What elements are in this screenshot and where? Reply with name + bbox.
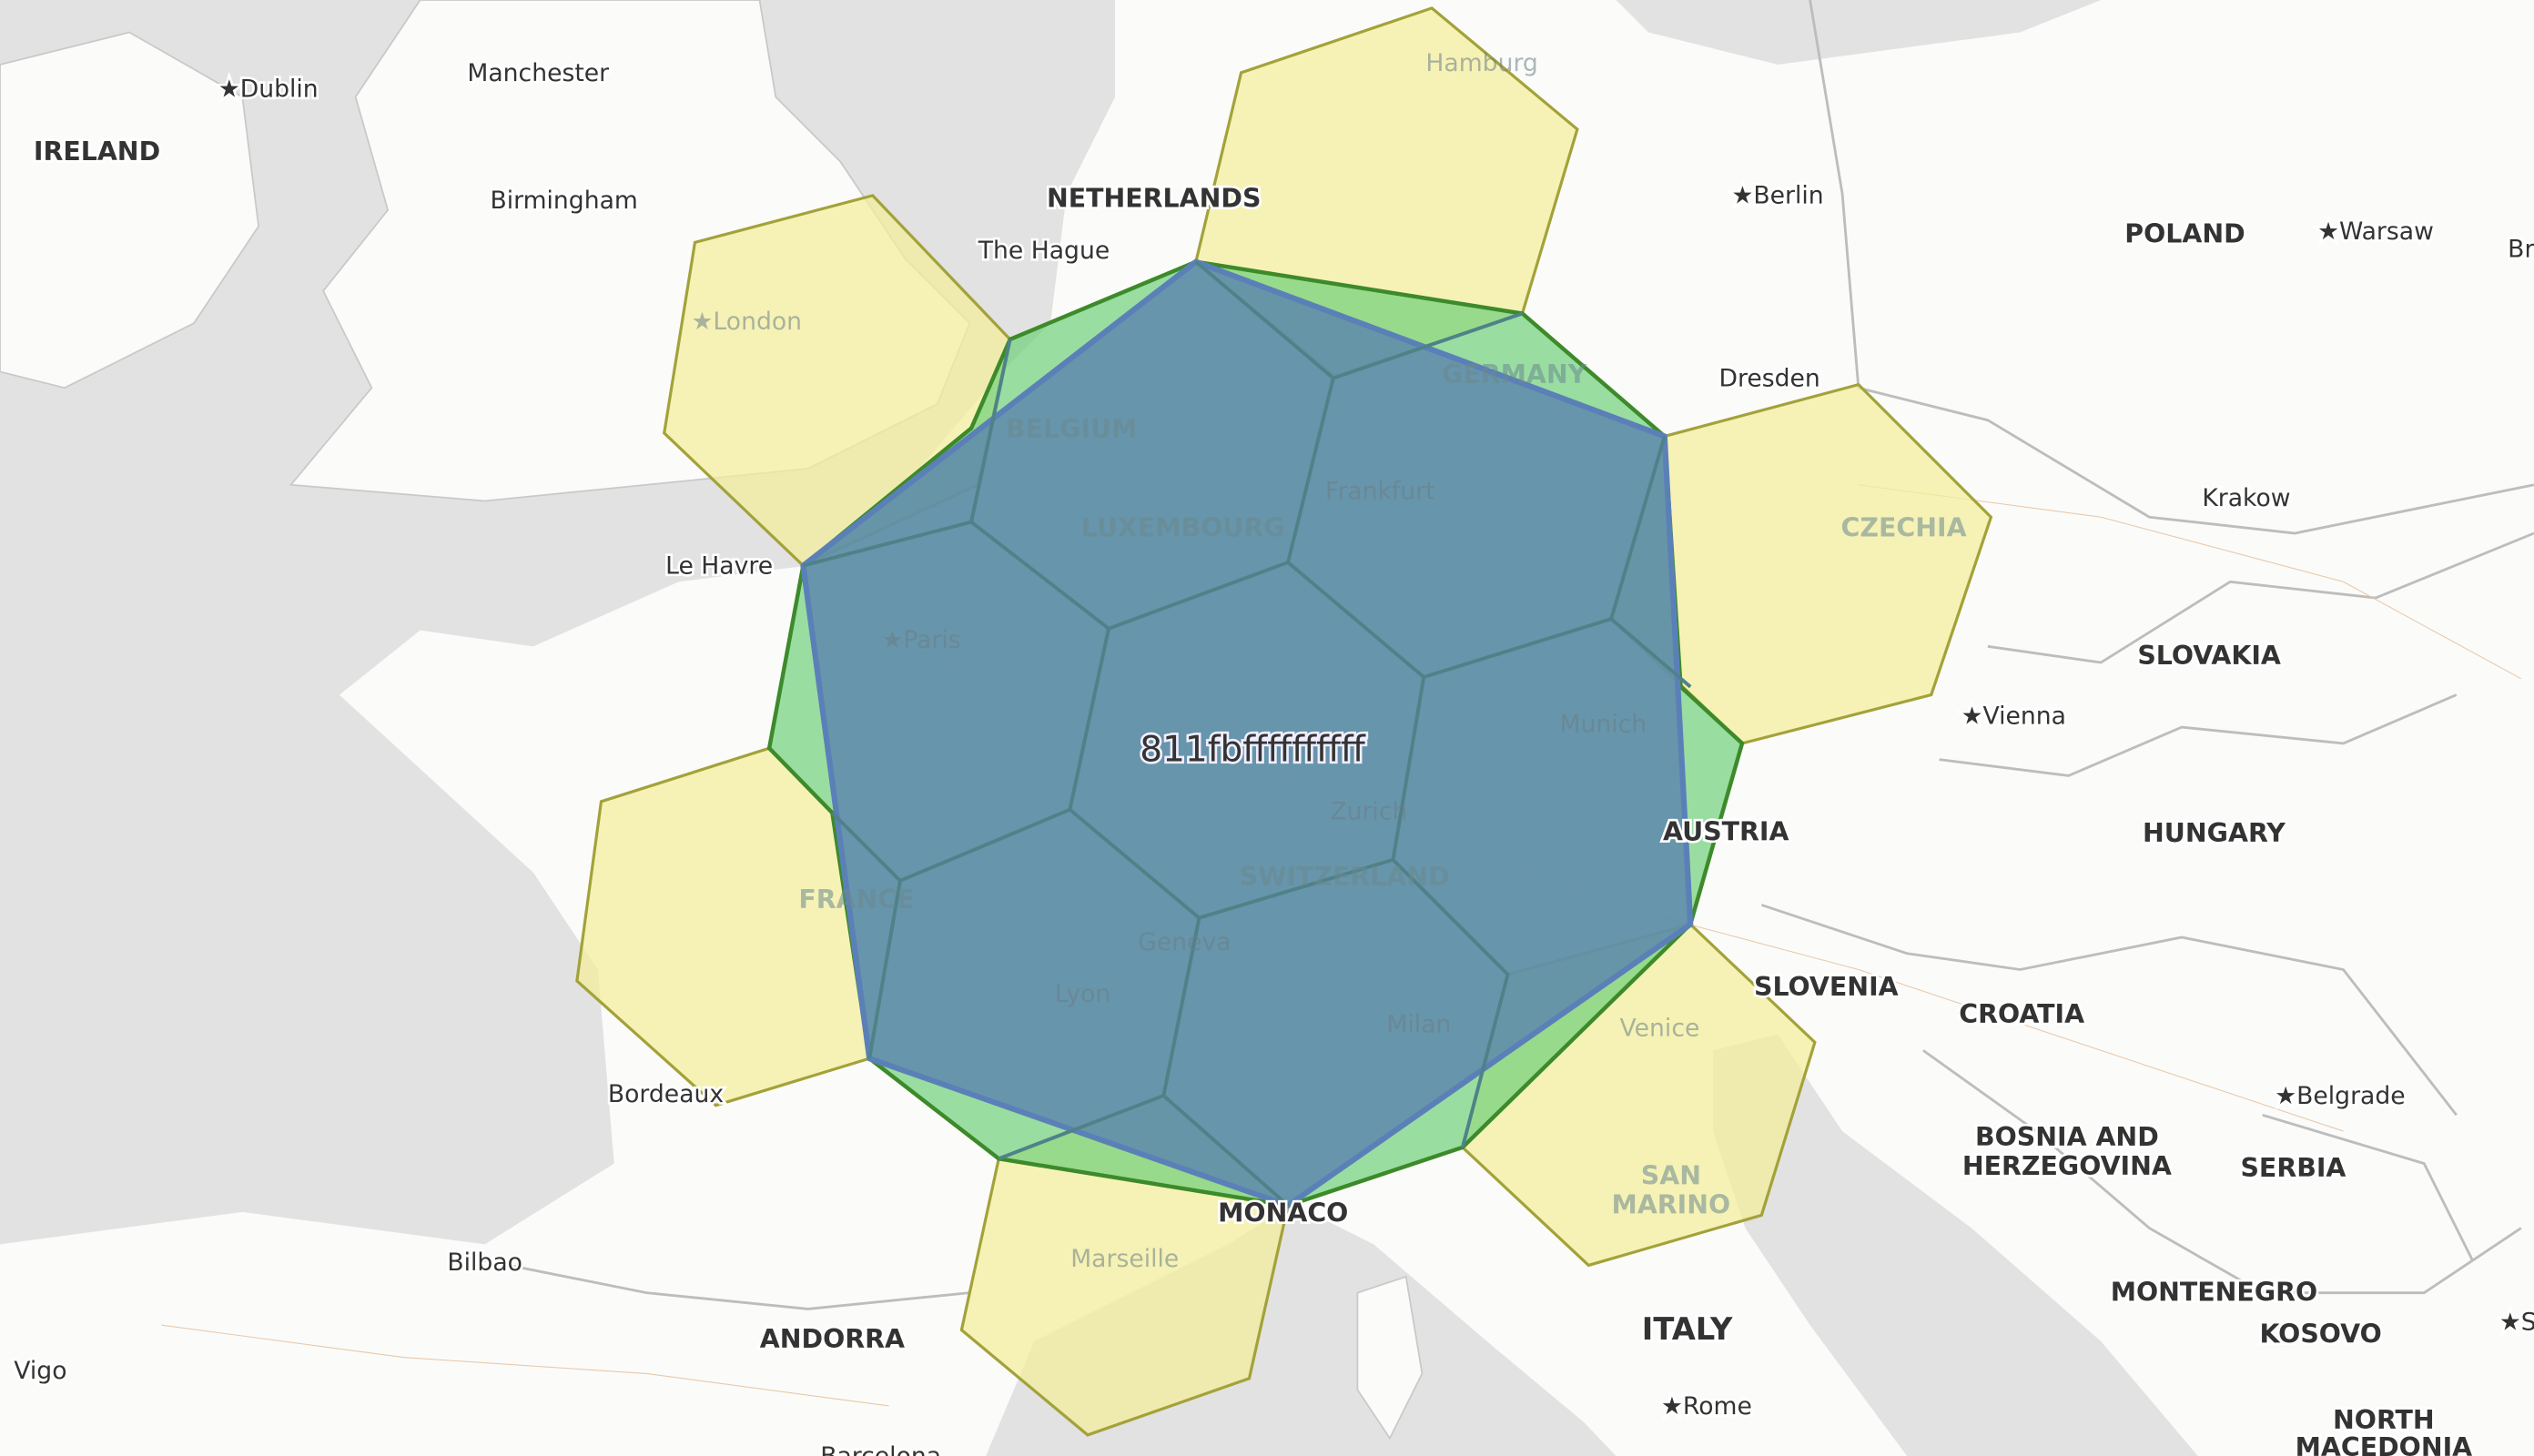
- label-czechia: CZECHIA: [1841, 513, 1967, 543]
- label-vigo: Vigo: [14, 1357, 66, 1385]
- label-serbia: SERBIA: [2240, 1153, 2346, 1183]
- label-croatia: CROATIA: [1959, 999, 2084, 1029]
- label-france: FRANCE: [798, 885, 914, 915]
- label-birmingham: Birmingham: [490, 187, 637, 215]
- adriatic-sea: [1713, 1034, 2198, 1456]
- cell-id-label: 811fbffffffffff: [1140, 729, 1366, 770]
- label-rome: ★Rome: [1661, 1392, 1752, 1421]
- label-hungary: HUNGARY: [2143, 818, 2286, 848]
- label-san-marino-1: SAN: [1641, 1161, 1701, 1191]
- label-london: ★London: [692, 308, 802, 336]
- label-vienna: ★Vienna: [1961, 703, 2066, 731]
- label-milan: Milan: [1386, 1011, 1451, 1039]
- corsica: [1356, 1275, 1424, 1441]
- label-bordeaux: Bordeaux: [608, 1080, 724, 1108]
- label-berlin: ★Berlin: [1731, 182, 1823, 210]
- label-austria: AUSTRIA: [1663, 816, 1789, 846]
- label-netherlands: NETHERLANDS: [1047, 183, 1261, 213]
- label-italy: ITALY: [1642, 1311, 1733, 1347]
- neighbor-cells[interactable]: [575, 6, 1993, 1437]
- label-kosovo: KOSOVO: [2259, 1320, 2381, 1350]
- label-sofia-partial: ★S: [2499, 1308, 2534, 1336]
- label-andorra: ANDORRA: [760, 1324, 905, 1354]
- label-le-havre: Le Havre: [665, 551, 773, 580]
- label-hamburg: Hamburg: [1425, 49, 1537, 77]
- label-north-macedonia-1: NORTH: [2333, 1405, 2435, 1435]
- label-krakow: Krakow: [2202, 484, 2290, 512]
- label-slovakia: SLOVAKIA: [2137, 641, 2281, 671]
- label-br-partial: Br: [2508, 235, 2534, 263]
- label-belgium: BELGIUM: [1006, 414, 1137, 444]
- label-ireland: IRELAND: [34, 136, 160, 167]
- label-paris: ★Paris: [881, 626, 960, 654]
- city-labels: ★Dublin Manchester Birmingham ★London Th…: [12, 49, 2534, 1456]
- label-slovenia: SLOVENIA: [1754, 972, 1899, 1002]
- ireland-island: [0, 31, 260, 389]
- label-marseille: Marseille: [1070, 1245, 1179, 1273]
- label-dresden: Dresden: [1719, 364, 1820, 392]
- label-san-marino-2: MARINO: [1612, 1190, 1731, 1220]
- label-manchester: Manchester: [467, 59, 609, 87]
- baltic-sea: [1616, 0, 2102, 66]
- label-the-hague: The Hague: [978, 237, 1110, 265]
- label-montenegro: MONTENEGRO: [2111, 1278, 2317, 1308]
- label-bilbao: Bilbao: [447, 1249, 522, 1277]
- label-frankfurt: Frankfurt: [1325, 478, 1435, 506]
- label-lyon: Lyon: [1055, 980, 1110, 1008]
- label-north-macedonia-2: MACEDONIA: [2296, 1432, 2473, 1456]
- label-zurich: Zurich: [1330, 797, 1407, 825]
- label-luxembourg: LUXEMBOURG: [1081, 513, 1285, 543]
- label-venice: Venice: [1620, 1014, 1700, 1042]
- label-germany: GERMANY: [1442, 359, 1587, 389]
- label-dublin: ★Dublin: [218, 76, 319, 104]
- label-poland: POLAND: [2124, 218, 2245, 248]
- child-cell-edges: [802, 260, 1692, 1208]
- label-bosnia-1: BOSNIA AND: [1975, 1122, 2159, 1152]
- label-geneva: Geneva: [1138, 928, 1231, 956]
- label-switzerland: SWITZERLAND: [1240, 862, 1450, 892]
- label-barcelona: Barcelona: [820, 1442, 941, 1456]
- label-munich: Munich: [1559, 710, 1647, 738]
- country-labels: IRELAND NETHERLANDS POLAND BELGIUM GERMA…: [31, 134, 2475, 1456]
- label-bosnia-2: HERZEGOVINA: [1962, 1151, 2172, 1181]
- label-belgrade: ★Belgrade: [2275, 1082, 2405, 1110]
- label-warsaw: ★Warsaw: [2317, 217, 2434, 246]
- label-monaco: MONACO: [1218, 1198, 1348, 1228]
